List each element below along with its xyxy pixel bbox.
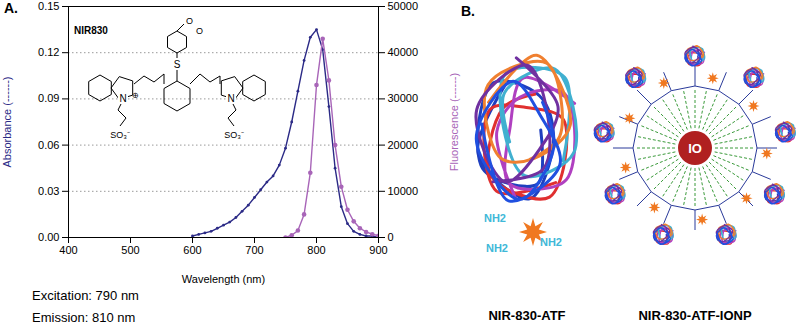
svg-text:N: N	[119, 93, 126, 104]
svg-text:N: N	[227, 93, 234, 104]
svg-text:900: 900	[369, 244, 387, 256]
html-text:Excitation: 790 nm: Excitation: 790 nm	[32, 288, 139, 303]
svg-text:NIR-830-ATF-IONP: NIR-830-ATF-IONP	[638, 308, 751, 323]
svg-text:O: O	[196, 26, 203, 36]
svg-text:30000: 30000	[388, 92, 419, 104]
svg-text:0.00: 0.00	[38, 231, 59, 243]
svg-text:700: 700	[245, 244, 263, 256]
svg-text:0.06: 0.06	[38, 139, 59, 151]
svg-text:NH2: NH2	[540, 236, 562, 248]
svg-text:500: 500	[121, 244, 139, 256]
svg-text:Wavelength (nm): Wavelength (nm)	[182, 273, 265, 285]
html-text:A.: A.	[4, 0, 18, 16]
svg-text:600: 600	[183, 244, 201, 256]
svg-text:0: 0	[388, 231, 394, 243]
svg-text:Fluorescence (------): Fluorescence (------)	[448, 73, 460, 171]
svg-text:B.: B.	[461, 3, 475, 19]
svg-text:NIR830: NIR830	[74, 25, 108, 36]
svg-text:40000: 40000	[388, 46, 419, 58]
svg-text:50000: 50000	[388, 0, 419, 12]
html-text:Emission: 810 nm: Emission: 810 nm	[32, 310, 136, 325]
svg-text:O: O	[186, 16, 193, 26]
svg-text:20000: 20000	[388, 139, 419, 151]
svg-text:SO₃⁻: SO₃⁻	[224, 130, 244, 140]
svg-text:0.12: 0.12	[38, 46, 59, 58]
svg-text:0.03: 0.03	[38, 185, 59, 197]
svg-text:⊕: ⊕	[132, 91, 139, 100]
svg-text:NH2: NH2	[484, 212, 506, 224]
svg-text:NIR-830-ATF: NIR-830-ATF	[488, 308, 565, 323]
svg-text:400: 400	[59, 244, 77, 256]
svg-text:SO₃⁻: SO₃⁻	[110, 130, 130, 140]
svg-text:0.15: 0.15	[38, 0, 59, 12]
svg-text:0.09: 0.09	[38, 92, 59, 104]
svg-text:800: 800	[307, 244, 325, 256]
svg-text:S: S	[174, 59, 181, 70]
svg-text:NH2: NH2	[486, 242, 508, 254]
svg-text:Absorbance (------): Absorbance (------)	[1, 76, 13, 167]
svg-text:IO: IO	[688, 141, 702, 156]
svg-text:10000: 10000	[388, 185, 419, 197]
